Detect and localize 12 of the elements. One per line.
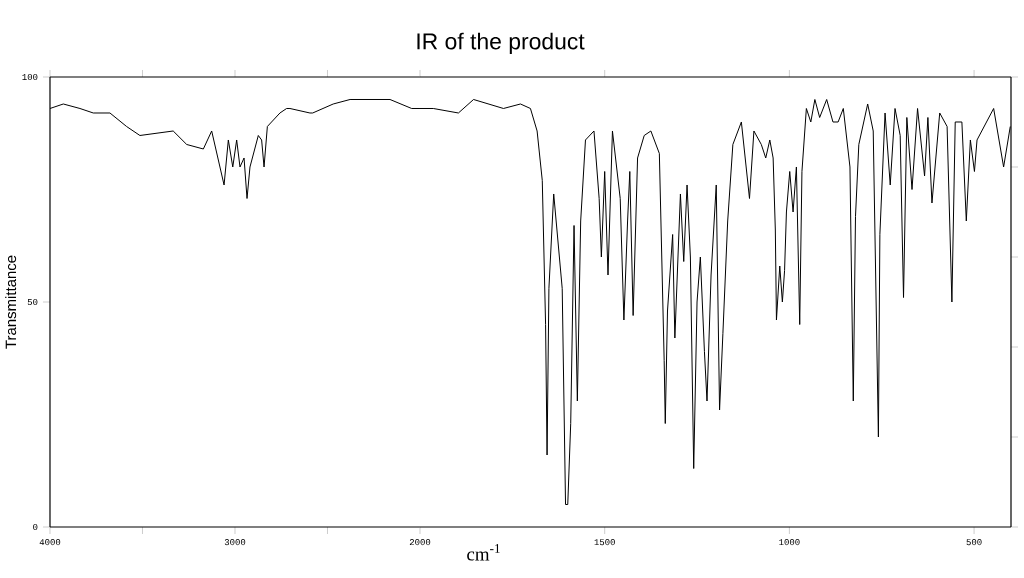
y-tick-label: 100 <box>22 73 38 81</box>
x-tick-label: 2000 <box>409 539 431 546</box>
x-tick-label: 1000 <box>779 539 800 546</box>
chart-title: IR of the product <box>417 32 585 54</box>
x-tick-label: 3000 <box>224 539 246 546</box>
y-tick-label: 50 <box>27 298 38 306</box>
x-tick-label: 500 <box>966 539 982 546</box>
x-tick-label: 4000 <box>39 539 61 546</box>
y-axis-title: Transmittance <box>5 255 17 349</box>
x-axis-title: cm$^{-1}$ <box>467 544 500 561</box>
y-tick-label: 0 <box>33 523 38 531</box>
x-tick-label: 1500 <box>594 539 615 546</box>
